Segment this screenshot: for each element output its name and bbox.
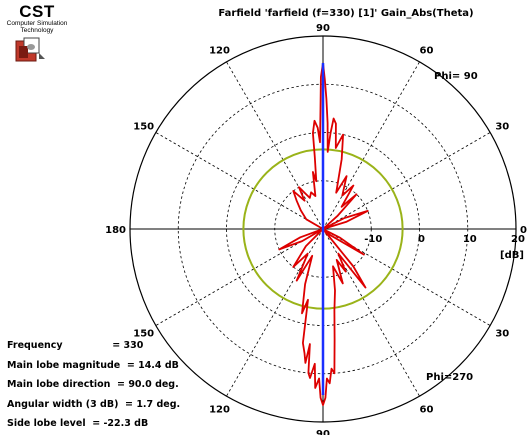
chart-title: Farfield 'farfield (f=330) [1]' Gain_Abs… xyxy=(218,8,473,19)
lobe-summary-label: Frequency xyxy=(7,340,63,351)
grid-spoke xyxy=(226,61,324,230)
polar-series xyxy=(278,62,369,406)
lobe-summary-value: = 90.0 deg. xyxy=(110,379,179,391)
phi-label-upper: Phi= 90 xyxy=(434,71,478,82)
angle-label: 150 xyxy=(133,122,154,133)
radial-tick-label: -10 xyxy=(364,234,382,245)
radial-tick-label: 0 xyxy=(418,234,425,245)
lobe-summary-value: = 330 xyxy=(62,340,144,351)
lobe-summary-line: Side lobe level = -22.3 dB xyxy=(7,414,180,434)
angle-label: 150 xyxy=(133,329,154,340)
angle-label: 0 xyxy=(520,225,527,236)
lobe-summary-value: = -22.3 dB xyxy=(85,418,149,430)
logo-name: CST xyxy=(19,2,55,21)
angle-label: 30 xyxy=(495,122,509,133)
angle-label: 90 xyxy=(316,429,330,435)
radial-tick-label: 10 xyxy=(463,234,477,245)
lobe-summary-label: Angular width (3 dB) xyxy=(7,398,119,410)
lobe-summary-label: Main lobe direction xyxy=(7,379,111,391)
lobe-summary: Frequency = 330 Main lobe magnitude = 14.… xyxy=(7,336,180,434)
grid-spoke xyxy=(322,132,491,230)
grid-spoke xyxy=(155,132,324,230)
series-line-1 xyxy=(278,62,369,406)
logo-line-1: Computer Simulation xyxy=(6,20,68,27)
radial-tick-label: 20 xyxy=(511,234,525,245)
cst-logo: CST Computer Simulation Technology xyxy=(2,2,72,63)
lobe-summary-value: = 1.7 deg. xyxy=(118,398,181,410)
angle-label: 30 xyxy=(495,329,509,340)
radial-unit-label: [dB] xyxy=(500,250,524,261)
cst-logo-icon xyxy=(15,37,47,63)
angle-label: 120 xyxy=(209,46,230,57)
lobe-summary-label: Side lobe level xyxy=(7,418,86,430)
phi-label-lower: Phi=270 xyxy=(426,372,473,383)
lobe-summary-line: Main lobe magnitude = 14.4 dB xyxy=(7,356,180,376)
lobe-summary-label: Main lobe magnitude xyxy=(7,359,121,371)
angle-label: 60 xyxy=(420,404,434,415)
polar-labels: 90 60 30 0 30 60 90 120 150 180 150 120 -10 0 10 20 xyxy=(105,23,527,439)
angle-label: 90 xyxy=(316,23,330,34)
outer-ring xyxy=(129,35,517,423)
lobe-summary-value: = 14.4 dB xyxy=(120,359,179,371)
logo-line-2: Technology xyxy=(20,27,54,34)
angle-label: 60 xyxy=(420,46,434,57)
grid-spoke xyxy=(322,61,420,230)
lobe-summary-line: Main lobe direction = 90.0 deg. xyxy=(7,375,180,395)
angle-label: 180 xyxy=(105,225,126,236)
lobe-summary-line: Frequency = 330 xyxy=(7,336,180,356)
angle-label: 120 xyxy=(209,404,230,415)
lobe-summary-line: Angular width (3 dB) = 1.7 deg. xyxy=(7,395,180,415)
